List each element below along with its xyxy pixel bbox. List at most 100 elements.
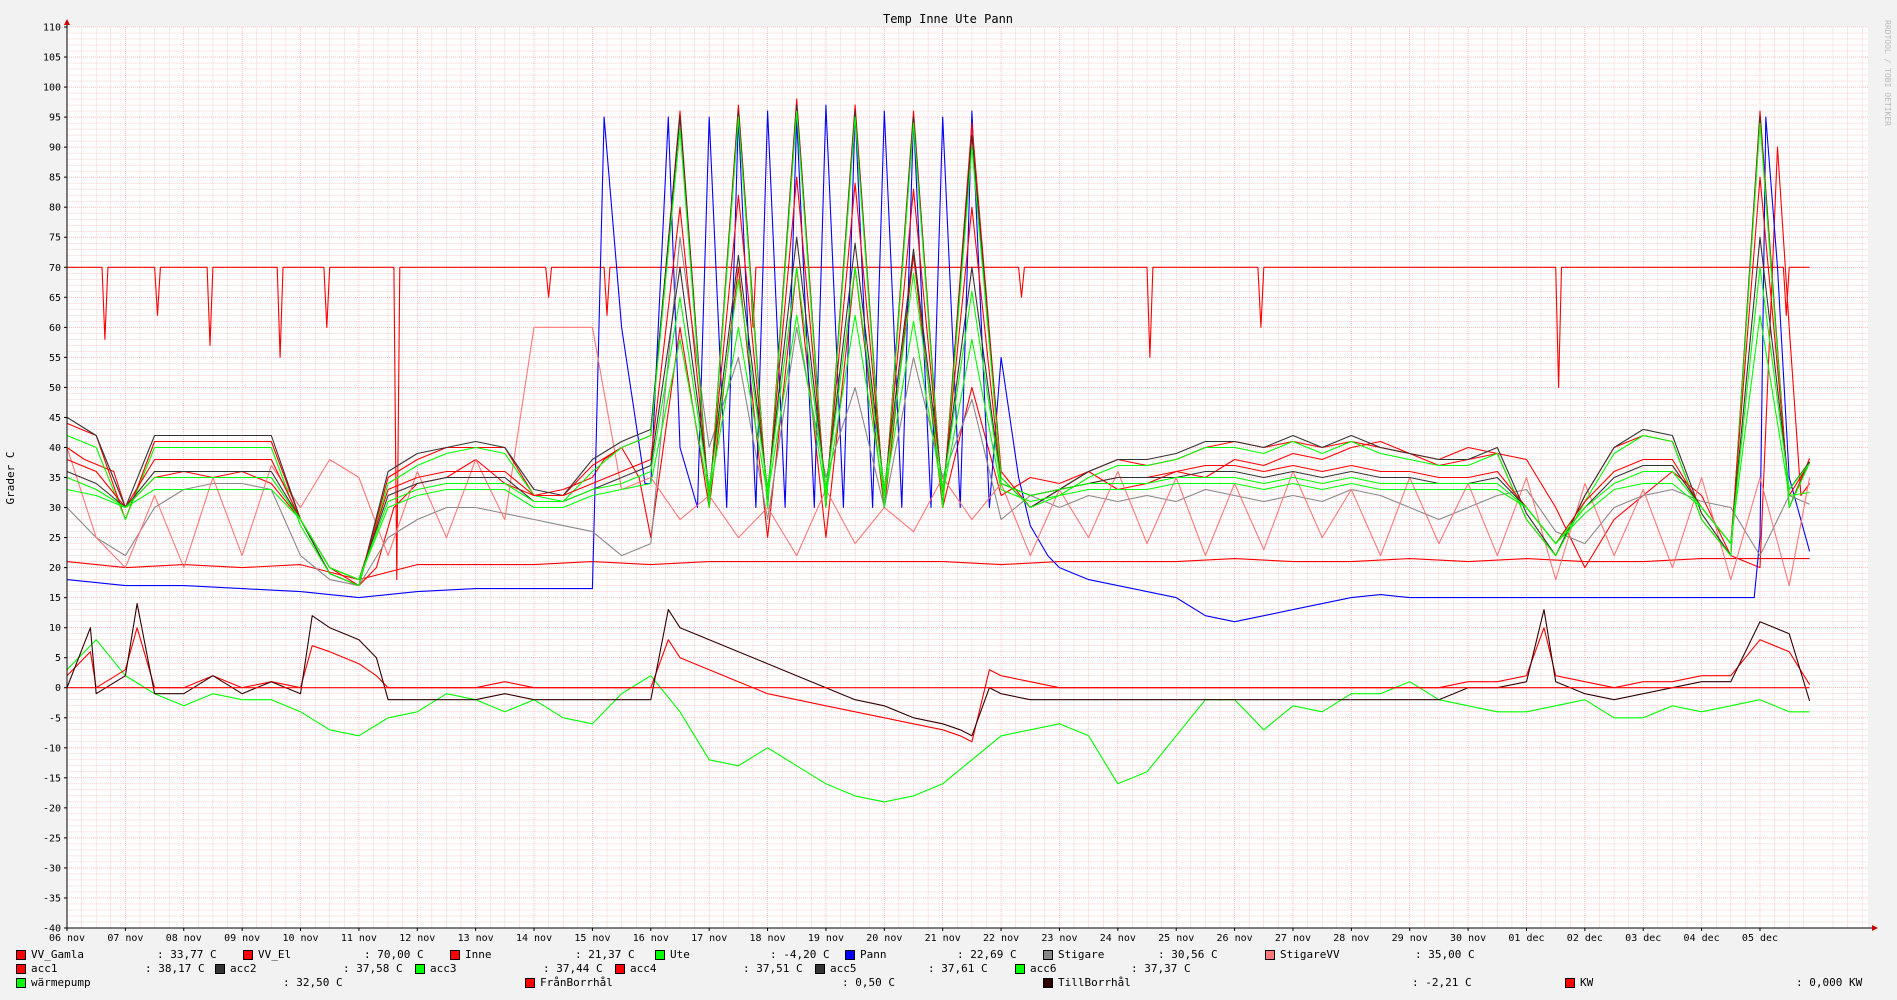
y-tick-label: 55	[49, 353, 61, 364]
y-tick-label: 70	[49, 263, 61, 274]
x-tick-label: 06 nov	[49, 933, 85, 944]
x-tick-label: 07 nov	[107, 933, 143, 944]
series-line-tillborrh-l	[66, 603, 1811, 737]
y-tick-label: 90	[49, 143, 61, 154]
legend-label: acc3	[430, 962, 457, 975]
series-line-w-rmepump	[66, 314, 1810, 581]
x-tick-label: 29 nov	[1392, 933, 1428, 944]
legend-value: : 37,51 C	[743, 962, 803, 975]
legend-value: : 38,17 C	[145, 962, 205, 975]
y-tick-label: 5	[55, 653, 61, 664]
legend-value: : 21,37 C	[575, 948, 635, 961]
legend-value: : 32,50 C	[283, 976, 343, 989]
x-tick-label: 24 nov	[1100, 933, 1136, 944]
legend-value: : -2,21 C	[1412, 976, 1472, 989]
legend-swatch	[16, 964, 26, 974]
watermark: RRDTOOL / TOBI OETIKER	[1883, 20, 1892, 126]
legend-swatch	[1565, 978, 1575, 988]
legend-label: KW	[1580, 976, 1594, 989]
y-tick-label: 60	[49, 323, 61, 334]
legend-swatch	[615, 964, 625, 974]
legend-label: VV_El	[258, 948, 292, 961]
x-tick-label: 16 nov	[633, 933, 669, 944]
y-tick-label: 25	[49, 533, 61, 544]
x-tick-label: 14 nov	[516, 933, 552, 944]
x-axis-arrow	[1872, 925, 1878, 931]
legend-label: TillBorrhål	[1058, 976, 1131, 989]
y-tick-label: 30	[49, 503, 61, 514]
y-tick-label: -30	[43, 863, 61, 874]
legend-value: : 37,37 C	[1131, 962, 1191, 975]
legend-label: acc5	[830, 962, 857, 975]
legend-swatch	[450, 950, 460, 960]
x-tick-label: 04 dec	[1684, 933, 1720, 944]
y-tick-label: 75	[49, 233, 61, 244]
legend-swatch	[1043, 950, 1053, 960]
legend-label: Stigare	[1058, 948, 1105, 961]
legend-label: Ute	[670, 948, 690, 961]
legend-swatch	[1015, 964, 1025, 974]
y-axis-label: Grader C	[4, 452, 17, 505]
y-tick-label: 105	[43, 53, 61, 64]
chart-title: Temp Inne Ute Pann	[883, 12, 1013, 26]
x-tick-label: 12 nov	[399, 933, 435, 944]
y-tick-label: 40	[49, 443, 61, 454]
y-tick-label: 10	[49, 623, 61, 634]
legend-swatch	[815, 964, 825, 974]
series-line-acc3	[66, 110, 1811, 587]
y-tick-label: 0	[55, 683, 61, 694]
x-tick-label: 22 nov	[983, 933, 1019, 944]
legend-label: acc6	[1030, 962, 1057, 975]
legend-row: VV_Gamla: 33,77 C VV_El: 70,00 C Inne: 21,…	[0, 948, 1897, 962]
legend-row: acc1: 38,17 C acc2: 37,58 C acc3: 37,44 C a…	[0, 962, 1897, 976]
legend-label: acc4	[630, 962, 657, 975]
legend-value: : 37,44 C	[543, 962, 603, 975]
x-tick-label: 21 nov	[925, 933, 961, 944]
y-tick-label: 45	[49, 413, 61, 424]
y-tick-label: 50	[49, 383, 61, 394]
legend-value: : 30,56 C	[1158, 948, 1218, 961]
y-axis-arrow	[64, 19, 70, 25]
y-tick-label: 85	[49, 173, 61, 184]
y-tick-label: 110	[43, 23, 61, 34]
y-tick-label: -40	[43, 924, 61, 935]
x-tick-label: 11 nov	[341, 933, 377, 944]
legend-label: VV_Gamla	[31, 948, 84, 961]
legend-value: : 35,00 C	[1415, 948, 1475, 961]
x-tick-label: 17 nov	[691, 933, 727, 944]
legend-value: : 70,00 C	[364, 948, 424, 961]
y-tick-label: -25	[43, 833, 61, 844]
legend-swatch	[1043, 978, 1053, 988]
y-tick-label: -15	[43, 773, 61, 784]
x-tick-label: 02 dec	[1567, 933, 1603, 944]
legend-swatch	[16, 978, 26, 988]
legend-swatch	[845, 950, 855, 960]
x-tick-label: 09 nov	[224, 933, 260, 944]
x-tick-label: 08 nov	[166, 933, 202, 944]
legend-swatch	[16, 950, 26, 960]
x-tick-label: 13 nov	[458, 933, 494, 944]
legend-value: : 0,50 C	[842, 976, 895, 989]
legend-label: wärmepump	[31, 976, 91, 989]
legend-label: FrånBorrhål	[540, 976, 613, 989]
y-tick-label: 100	[43, 83, 61, 94]
x-tick-label: 28 nov	[1333, 933, 1369, 944]
x-tick-label: 19 nov	[808, 933, 844, 944]
y-tick-label: 65	[49, 293, 61, 304]
x-tick-label: 27 nov	[1275, 933, 1311, 944]
legend-label: StigareVV	[1280, 948, 1340, 961]
y-tick-label: -5	[49, 713, 61, 724]
legend-swatch	[525, 978, 535, 988]
legend-value: : -4,20 C	[770, 948, 830, 961]
legend-value: : 37,61 C	[928, 962, 988, 975]
legend-value: : 0,000 KW	[1796, 976, 1863, 989]
x-tick-label: 20 nov	[866, 933, 902, 944]
legend-value: : 37,58 C	[343, 962, 403, 975]
y-tick-label: 80	[49, 203, 61, 214]
x-tick-label: 25 nov	[1158, 933, 1194, 944]
x-tick-label: 15 nov	[574, 933, 610, 944]
y-tick-label: -35	[43, 893, 61, 904]
series-line-fr-nborrh-l	[66, 627, 1811, 743]
